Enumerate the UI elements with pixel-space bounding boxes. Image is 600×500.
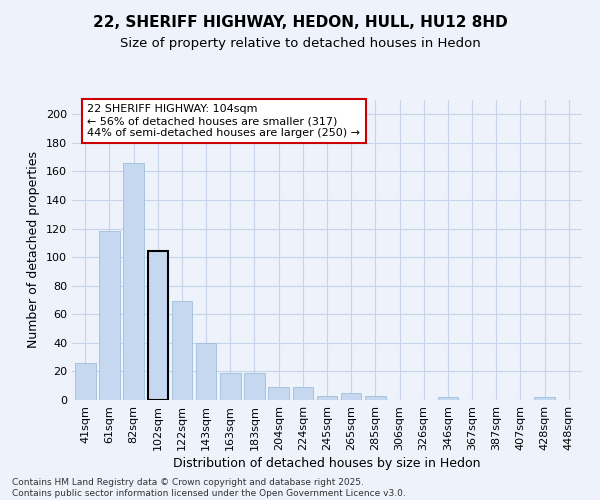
Bar [196, 343, 217, 400]
Bar [220, 373, 241, 400]
Bar [99, 232, 120, 400]
Bar [244, 373, 265, 400]
Text: 22, SHERIFF HIGHWAY, HEDON, HULL, HU12 8HD: 22, SHERIFF HIGHWAY, HEDON, HULL, HU12 8… [92, 15, 508, 30]
Bar [317, 396, 337, 400]
Bar [75, 363, 95, 400]
Bar [148, 252, 168, 400]
Text: 22 SHERIFF HIGHWAY: 104sqm
← 56% of detached houses are smaller (317)
44% of sem: 22 SHERIFF HIGHWAY: 104sqm ← 56% of deta… [88, 104, 360, 138]
Bar [437, 397, 458, 400]
Bar [365, 396, 386, 400]
Bar [268, 387, 289, 400]
X-axis label: Distribution of detached houses by size in Hedon: Distribution of detached houses by size … [173, 457, 481, 470]
Text: Contains HM Land Registry data © Crown copyright and database right 2025.
Contai: Contains HM Land Registry data © Crown c… [12, 478, 406, 498]
Bar [293, 387, 313, 400]
Text: Size of property relative to detached houses in Hedon: Size of property relative to detached ho… [119, 38, 481, 51]
Bar [341, 393, 361, 400]
Y-axis label: Number of detached properties: Number of detached properties [28, 152, 40, 348]
Bar [172, 302, 192, 400]
Bar [534, 397, 555, 400]
Bar [124, 163, 144, 400]
